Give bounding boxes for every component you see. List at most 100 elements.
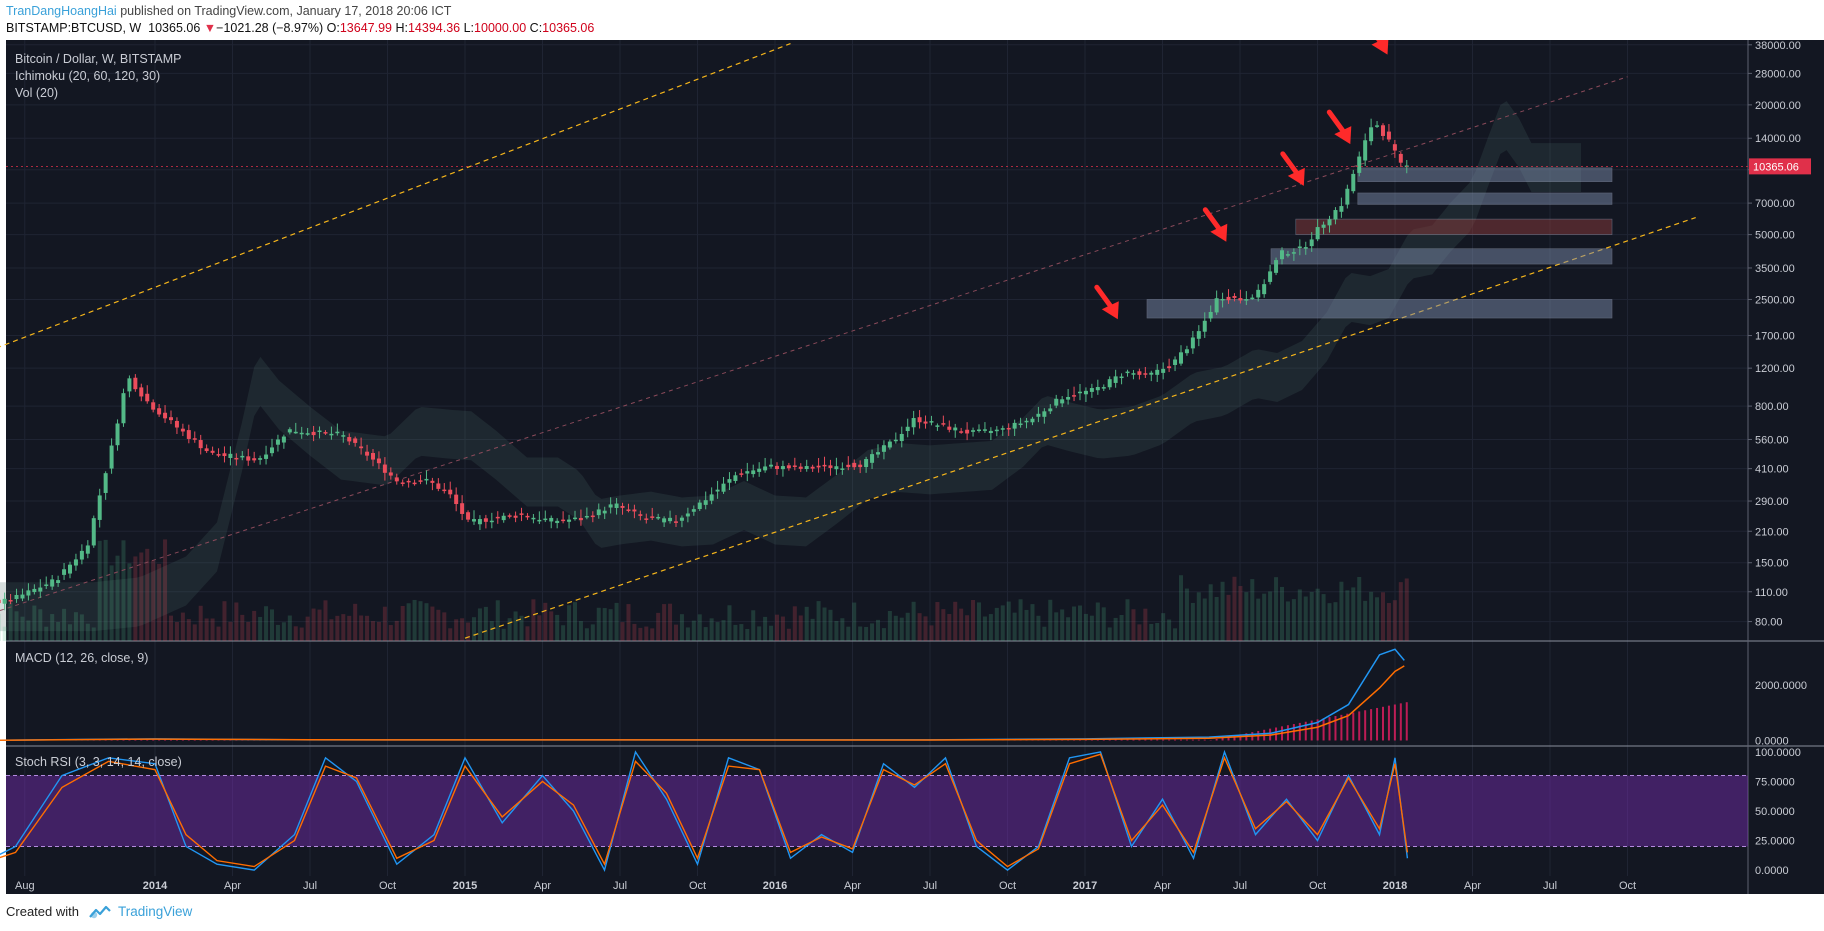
volume-bar bbox=[1149, 623, 1154, 641]
candle-body bbox=[1178, 352, 1183, 364]
candle-body bbox=[1119, 376, 1124, 379]
candle-body bbox=[715, 489, 720, 492]
author-link[interactable]: TranDangHoangHai bbox=[6, 4, 117, 18]
candle-body bbox=[1083, 390, 1088, 395]
candle-body bbox=[691, 509, 696, 512]
volume-bar bbox=[1101, 607, 1106, 641]
macd-histogram-bar bbox=[1096, 739, 1099, 741]
stoch-rsi-legend[interactable]: Stoch RSI (3, 3, 14, 14, close) bbox=[15, 755, 182, 769]
ichimoku-cloud bbox=[0, 101, 1581, 632]
trendline-lower bbox=[464, 216, 1696, 639]
candle-body bbox=[893, 439, 898, 442]
volume-bar bbox=[1024, 609, 1029, 641]
candle-body bbox=[1107, 379, 1112, 388]
candle-body bbox=[1351, 173, 1356, 192]
candle-body bbox=[828, 465, 833, 468]
candle-body bbox=[1392, 144, 1397, 151]
volume-bar bbox=[501, 628, 506, 641]
candle-body bbox=[1274, 260, 1279, 273]
volume-bar bbox=[608, 609, 613, 641]
volume-bar bbox=[1232, 576, 1237, 641]
candle-body bbox=[626, 509, 631, 511]
time-tick-label: 2014 bbox=[143, 880, 168, 892]
price-tick-label: 38000.00 bbox=[1755, 40, 1801, 52]
volume-bar bbox=[222, 601, 227, 641]
macd-histogram-bar bbox=[193, 739, 196, 741]
tradingview-logo[interactable]: TradingView bbox=[88, 904, 192, 919]
volume-bar bbox=[899, 617, 904, 641]
support-zones bbox=[1146, 167, 1613, 319]
time-tick-label: Oct bbox=[999, 880, 1016, 892]
volume-bar bbox=[281, 622, 286, 641]
candle-body bbox=[988, 430, 993, 434]
volume-bar bbox=[721, 620, 726, 641]
candle-body bbox=[91, 518, 96, 546]
volume-bar bbox=[97, 540, 102, 641]
volume-bar bbox=[870, 623, 875, 641]
candle-body bbox=[519, 513, 524, 515]
volume-bar bbox=[67, 624, 72, 641]
volume-legend[interactable]: Vol (20) bbox=[15, 86, 59, 100]
time-tick-label: 2015 bbox=[453, 880, 477, 892]
candle-body bbox=[780, 466, 785, 470]
down-arrow-icon bbox=[1287, 167, 1305, 186]
ichimoku-cloud-area bbox=[0, 101, 1581, 632]
candle-body bbox=[804, 466, 809, 470]
volume-bar bbox=[1262, 593, 1267, 641]
volume-bar bbox=[323, 600, 328, 641]
volume-bar bbox=[1297, 589, 1302, 641]
candle-body bbox=[1345, 188, 1350, 205]
macd-histogram-bar bbox=[1346, 713, 1349, 741]
candle-body bbox=[1250, 297, 1255, 300]
volume-bar bbox=[507, 618, 512, 641]
volume-bar bbox=[365, 615, 370, 641]
macd-histogram-bar bbox=[1405, 702, 1408, 741]
volume-bar bbox=[163, 539, 168, 641]
volume-bar bbox=[246, 621, 251, 641]
macd-histogram-bar bbox=[1364, 710, 1367, 741]
volume-bar bbox=[840, 618, 845, 641]
time-tick-label: Jul bbox=[1233, 880, 1247, 892]
price-tick-label: 1200.00 bbox=[1755, 363, 1795, 375]
volume-bar bbox=[1291, 599, 1296, 641]
ichimoku-legend[interactable]: Ichimoku (20, 60, 120, 30) bbox=[15, 69, 161, 83]
volume-bar bbox=[192, 624, 197, 641]
volume-bar bbox=[852, 602, 857, 641]
last-price: 10365.06 bbox=[148, 21, 201, 35]
volume-bar bbox=[555, 614, 560, 641]
candle-body bbox=[56, 580, 61, 583]
candle-body bbox=[935, 425, 940, 427]
volume-bar bbox=[786, 628, 791, 641]
volume-bar bbox=[804, 606, 809, 641]
volume-bar bbox=[56, 621, 61, 641]
macd-histogram-bar bbox=[1399, 703, 1402, 741]
macd-legend[interactable]: MACD (12, 26, close, 9) bbox=[15, 651, 149, 665]
volume-bar bbox=[1214, 597, 1219, 641]
candle-body bbox=[650, 516, 655, 518]
candle-body bbox=[656, 516, 661, 519]
candle-body bbox=[632, 509, 637, 512]
volume-bar bbox=[424, 603, 429, 641]
volume-bar bbox=[1167, 619, 1172, 641]
candle-body bbox=[673, 521, 678, 523]
macd-histogram-bar bbox=[1179, 739, 1182, 741]
volume-bar bbox=[1143, 608, 1148, 641]
volume-bar bbox=[240, 614, 245, 641]
volume-bar bbox=[697, 614, 702, 641]
candle-body bbox=[1297, 246, 1302, 249]
candle-body bbox=[1149, 372, 1154, 375]
price-tick-label: 2500.00 bbox=[1755, 294, 1795, 306]
candle-body bbox=[67, 564, 72, 574]
time-tick-label: Aug bbox=[15, 880, 35, 892]
candle-body bbox=[1369, 127, 1374, 142]
chart-canvas[interactable]: 38000.0028000.0020000.0014000.0010000.00… bbox=[0, 40, 1824, 894]
candle-body bbox=[311, 431, 316, 436]
candle-body bbox=[947, 426, 952, 430]
candle-body bbox=[1137, 371, 1142, 375]
candle-body bbox=[198, 440, 203, 449]
volume-bar bbox=[382, 606, 387, 641]
candle-body bbox=[1226, 296, 1231, 301]
volume-bar bbox=[923, 616, 928, 641]
candle-body bbox=[151, 402, 156, 410]
volume-bar bbox=[1380, 592, 1385, 641]
